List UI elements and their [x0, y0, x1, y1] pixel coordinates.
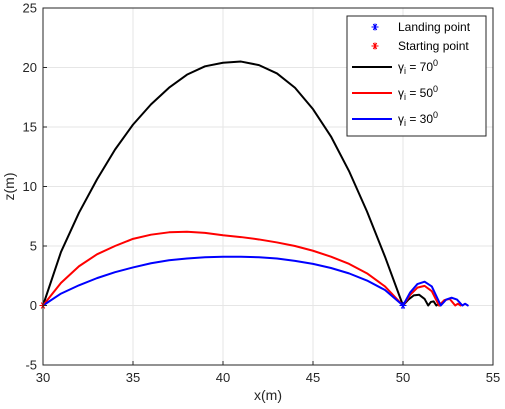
series-line-2: [42, 255, 469, 307]
legend-marker-0: [371, 23, 379, 31]
y-axis-label: z(m): [1, 173, 17, 201]
x-tick-labels: 30 35 40 45 50 55: [36, 370, 500, 385]
x-tick-label: 45: [306, 370, 320, 385]
legend-label-part: 0: [433, 110, 438, 120]
legend-label-part: γ: [398, 112, 404, 126]
y-tick-label: -5: [25, 358, 37, 373]
x-tick-label: 50: [396, 370, 410, 385]
y-tick-label: 5: [30, 239, 37, 254]
axes: [42, 7, 494, 366]
legend-label: γi = 300: [398, 110, 438, 128]
x-tick-label: 30: [36, 370, 50, 385]
legend-label-part: i: [404, 92, 406, 102]
x-tick-label: 55: [486, 370, 500, 385]
legend-label-part: γ: [398, 60, 404, 74]
legend-label-part: 0: [433, 84, 438, 94]
legend-label: Starting point: [398, 39, 469, 53]
legend-label-part: i: [404, 118, 406, 128]
legend-label-part: = 30: [406, 112, 433, 126]
marker-0: [399, 302, 407, 309]
legend-label-part: = 70: [406, 60, 433, 74]
series-line-1: [42, 230, 462, 307]
y-tick-label: 20: [23, 60, 37, 75]
legend-label: γi = 500: [398, 84, 438, 102]
series-line-0: [42, 60, 441, 307]
y-tick-label: 0: [30, 298, 37, 313]
axes-box: [42, 7, 494, 366]
legend-marker-1: [371, 42, 379, 50]
legend-label: Landing point: [398, 20, 471, 34]
x-axis-label: x(m): [254, 387, 282, 403]
y-tick-label: 10: [23, 179, 37, 194]
legend-label-part: γ: [398, 86, 404, 100]
y-tick-label: 25: [23, 1, 37, 16]
legend-label-part: i: [404, 66, 406, 76]
x-tick-label: 35: [126, 370, 140, 385]
legend-label: γi = 700: [398, 58, 438, 76]
legend-label-part: 0: [433, 58, 438, 68]
legend-box: [346, 15, 487, 137]
x-tick-label: 40: [216, 370, 230, 385]
y-tick-labels: -5 0 5 10 15 20 25: [23, 1, 37, 373]
series-layer: [42, 60, 469, 307]
y-tick-label: 15: [23, 120, 37, 135]
legend-label-part: = 50: [406, 86, 433, 100]
